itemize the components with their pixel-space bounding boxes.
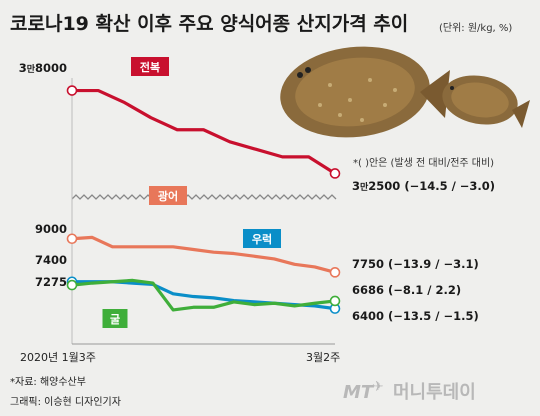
series-tag-bg-2 — [149, 186, 187, 205]
brand-name: 머니투데이 — [393, 382, 476, 403]
end-value-label-2: 7750 (−13.9 / −3.1) — [352, 257, 479, 271]
end-marker-4 — [329, 295, 341, 307]
end-marker-1 — [329, 168, 341, 179]
start-value-label-4: 7275 — [35, 275, 67, 289]
series-tag-4: 굴 — [110, 313, 120, 326]
chart-title: 코로나19 확산 이후 주요 양식어종 산지가격 추이 — [10, 12, 408, 35]
series-tag-2: 광어 — [158, 189, 178, 203]
start-marker-2 — [66, 233, 78, 245]
credit-text: 그래픽: 이승현 디자인기자 — [10, 396, 121, 408]
series-line-1 — [72, 88, 336, 175]
label-layer: 전복 3만8000 3만2500 (−14.5 / −3.0) 광어 9000 7750 … — [19, 57, 495, 328]
series-line-4 — [71, 278, 336, 312]
series-tag-1: 전복 — [140, 60, 160, 74]
x-label-start: 2020년 1월3주 — [20, 351, 96, 364]
series-layer — [66, 85, 341, 314]
flatfish-small-illustration — [442, 75, 530, 128]
start-value-label-2: 9000 — [35, 222, 67, 236]
axis-break-zigzag — [71, 194, 337, 200]
end-value-label-1: 3만2500 (−14.5 / −3.0) — [352, 179, 495, 193]
end-value-label-3: 6400 (−13.5 / −1.5) — [352, 309, 479, 323]
change-note: *( )안은 (발생 전 대비/전주 대비) — [353, 157, 494, 169]
end-value-label-4: 6686 (−8.1 / 2.2) — [352, 283, 461, 297]
series-line-2 — [71, 235, 336, 274]
start-marker-1 — [66, 85, 78, 96]
brand-mark-icon: ✈ — [372, 379, 384, 395]
series-tag-3: 우럭 — [252, 233, 272, 246]
start-value-label-3: 7400 — [35, 253, 67, 267]
series-tag-bg-1 — [131, 57, 169, 76]
x-label-end: 3월2주 — [306, 351, 340, 364]
unit-label: (단위: 원/kg, %) — [439, 21, 512, 34]
end-marker-2 — [329, 267, 341, 278]
series-tag-bg-4 — [102, 309, 128, 328]
series-tag-bg-3 — [243, 229, 281, 248]
start-marker-4 — [66, 279, 78, 291]
flatfish-large-illustration — [280, 46, 450, 138]
brand-mt: MT — [343, 382, 375, 403]
start-value-label-1: 3만8000 — [19, 61, 67, 75]
source-text: *자료: 해양수산부 — [10, 375, 86, 388]
brand-logo: MT ✈ 머니투데이 — [343, 379, 476, 403]
